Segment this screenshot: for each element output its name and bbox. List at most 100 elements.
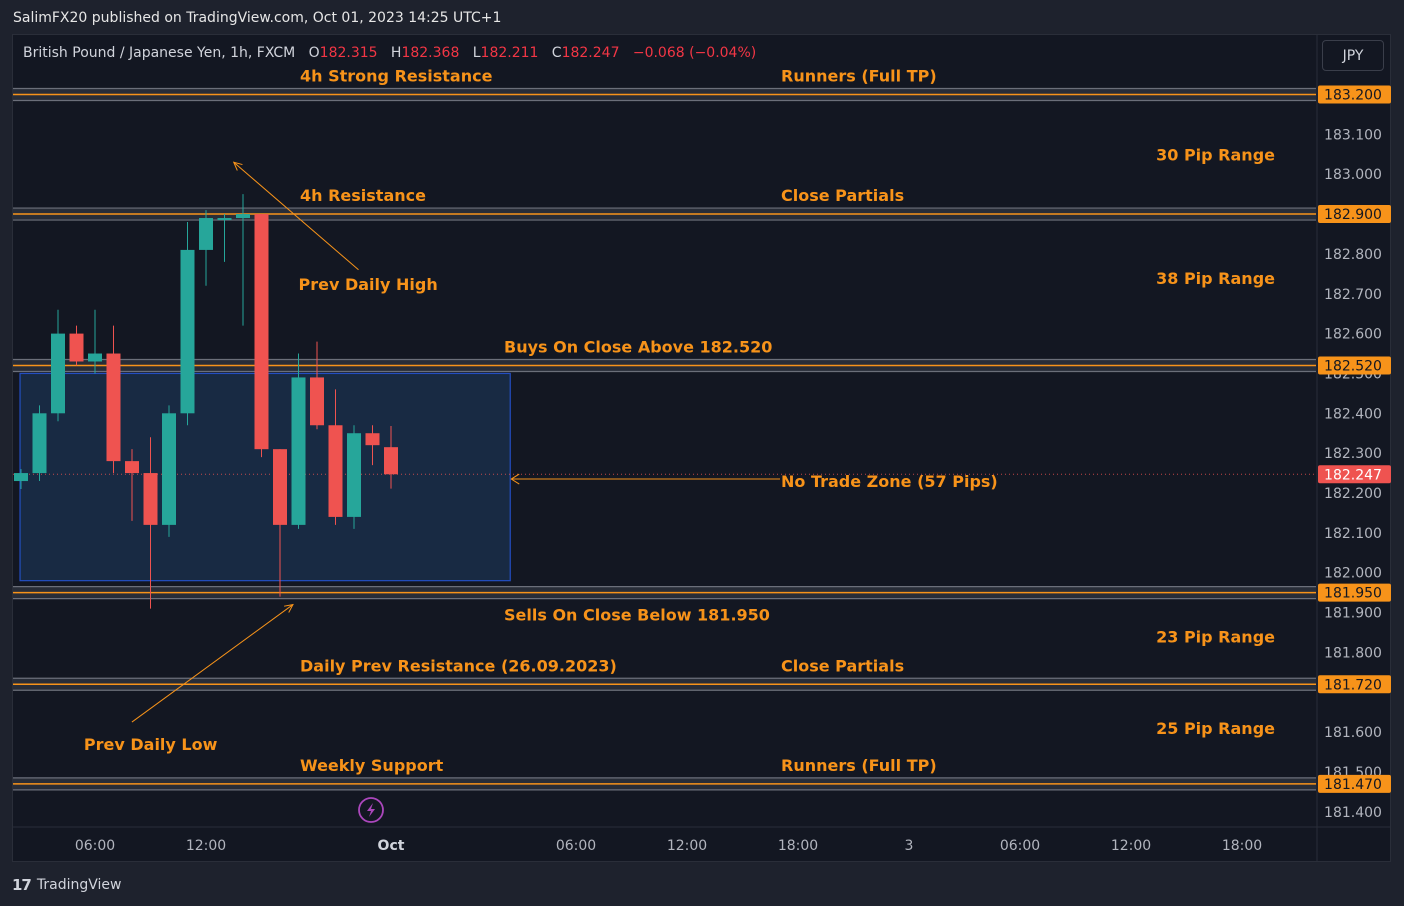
candle-body: [347, 433, 361, 517]
y-tick-label: 182.200: [1324, 486, 1382, 502]
candle-body: [236, 214, 250, 219]
candle-body: [384, 447, 398, 475]
level-price-tag-label: 182.900: [1324, 207, 1382, 223]
candle-body: [51, 333, 65, 414]
level-price-tag-label: 182.520: [1324, 358, 1382, 374]
y-tick-label: 182.000: [1324, 566, 1382, 582]
y-tick-label: 182.100: [1324, 526, 1382, 542]
candle-body: [143, 473, 158, 525]
candle-body: [162, 413, 176, 525]
current-price-tag-label: 182.247: [1324, 467, 1382, 483]
level-left-label: Weekly Support: [300, 756, 444, 775]
level-price-tag: [1318, 774, 1391, 793]
level-left-label: 4h Resistance: [300, 186, 426, 205]
x-tick-label: 12:00: [667, 838, 707, 854]
published-header: SalimFX20 published on TradingView.com, …: [0, 0, 1404, 38]
pip-range-label: 38 Pip Range: [1156, 269, 1275, 288]
currency-button[interactable]: JPY: [1322, 40, 1384, 71]
level-price-tag-label: 181.720: [1324, 677, 1382, 693]
y-tick-label: 181.800: [1324, 645, 1382, 661]
level-price-tag-label: 183.200: [1324, 88, 1382, 104]
level-price-tag-label: 181.950: [1324, 586, 1382, 602]
level-left-label: Daily Prev Resistance (26.09.2023): [300, 656, 617, 675]
level-mid-label: Sells On Close Below 181.950: [504, 606, 770, 625]
x-tick-label: 3: [905, 838, 914, 854]
legend-symbol: British Pound / Japanese Yen, 1h, FXCM: [23, 45, 296, 61]
lightning-marker-ring: [358, 797, 384, 823]
level-price-tag: [1318, 583, 1391, 602]
candle-body: [14, 473, 28, 482]
tradingview-logo-icon: 17: [12, 876, 32, 894]
candle-body: [365, 433, 380, 446]
candle-body: [254, 214, 269, 450]
tradingview-footer: 17 TradingView: [12, 873, 121, 897]
tradingview-brand: TradingView: [36, 877, 122, 893]
candle-body: [199, 218, 213, 250]
y-tick-label: 181.900: [1324, 606, 1382, 622]
pip-range-label: 25 Pip Range: [1156, 719, 1275, 738]
level-mid-label: Close Partials: [781, 656, 904, 675]
x-tick-label: 12:00: [1111, 838, 1151, 854]
level-price-tag: [1318, 205, 1391, 224]
x-tick-label: 18:00: [1222, 838, 1262, 854]
symbol-legend: British Pound / Japanese Yen, 1h, FXCM O…: [23, 45, 756, 61]
current-price-tag: [1318, 465, 1391, 484]
candle-body: [88, 353, 102, 362]
y-tick-label: 183.000: [1324, 167, 1382, 183]
legend-close-label: C: [551, 45, 562, 61]
y-tick-label: 181.400: [1324, 805, 1382, 821]
candle-body: [328, 425, 343, 517]
pip-range-label: 23 Pip Range: [1156, 627, 1275, 646]
candle-body: [69, 333, 84, 362]
x-tick-label: 12:00: [186, 838, 226, 854]
candle-body: [125, 461, 139, 474]
legend-change: −0.068 (−0.04%): [632, 45, 757, 61]
level-mid-label: Runners (Full TP): [781, 756, 937, 775]
level-price-tag: [1318, 85, 1391, 104]
candle-body: [273, 449, 287, 525]
level-mid-label: Buys On Close Above 182.520: [504, 337, 772, 356]
candle-body: [310, 377, 324, 426]
legend-close: 182.247: [561, 45, 620, 61]
lightning-glyph: [367, 803, 375, 817]
level-mid-label: Runners (Full TP): [781, 67, 937, 86]
candle-body: [291, 377, 306, 525]
candle-body: [32, 413, 47, 474]
y-tick-label: 182.700: [1324, 287, 1382, 303]
lightning-marker-icon: [358, 797, 384, 823]
x-tick-label: Oct: [378, 838, 405, 854]
annotation-arrowhead: [232, 161, 243, 171]
y-tick-label: 181.600: [1324, 725, 1382, 741]
legend-open: 182.315: [319, 45, 378, 61]
annotation-arrow-line: [131, 604, 294, 723]
y-tick-label: 183.100: [1324, 127, 1382, 143]
level-price-tag: [1318, 356, 1391, 375]
pip-range-label: 30 Pip Range: [1156, 145, 1275, 164]
y-tick-label: 182.400: [1324, 406, 1382, 422]
level-mid-label: Close Partials: [781, 186, 904, 205]
legend-low: 182.211: [480, 45, 539, 61]
published-text: SalimFX20 published on TradingView.com, …: [13, 10, 502, 26]
y-tick-label: 182.600: [1324, 327, 1382, 343]
candle-body: [217, 218, 232, 221]
annotation-label: Prev Daily Low: [84, 735, 218, 754]
annotation-label: Prev Daily High: [299, 275, 438, 294]
level-price-tag-label: 181.470: [1324, 777, 1382, 793]
legend-high: 182.368: [401, 45, 460, 61]
y-tick-label: 182.300: [1324, 446, 1382, 462]
no-trade-zone-label: No Trade Zone (57 Pips): [781, 472, 998, 491]
annotation-arrow-line: [233, 161, 359, 271]
legend-low-label: L: [472, 45, 481, 61]
x-tick-label: 18:00: [778, 838, 818, 854]
legend-open-label: O: [308, 45, 320, 61]
legend-high-label: H: [390, 45, 402, 61]
candle-body: [180, 249, 195, 414]
y-tick-label: 182.800: [1324, 247, 1382, 263]
x-tick-label: 06:00: [556, 838, 596, 854]
level-left-label: 4h Strong Resistance: [300, 67, 493, 86]
x-tick-label: 06:00: [1000, 838, 1040, 854]
level-price-tag: [1318, 675, 1391, 694]
candle-body: [106, 353, 121, 462]
x-tick-label: 06:00: [75, 838, 115, 854]
